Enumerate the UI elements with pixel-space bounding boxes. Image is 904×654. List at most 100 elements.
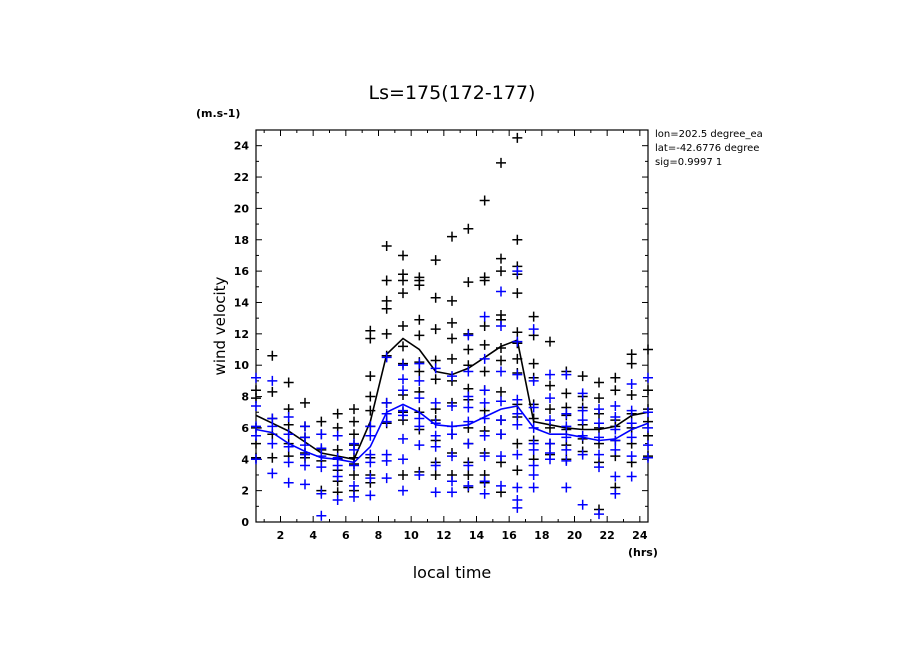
data-point-black: [381, 328, 392, 339]
data-point-blue: [577, 430, 588, 441]
data-point-blue: [528, 324, 539, 335]
x-unit-label: (hrs): [628, 546, 658, 559]
data-point-black: [512, 327, 523, 338]
data-point-blue: [610, 424, 621, 435]
data-point-blue: [643, 372, 653, 383]
y-tick-label: 10: [234, 359, 250, 372]
data-point-blue: [643, 422, 653, 433]
data-point-blue: [463, 391, 474, 402]
data-point-blue: [643, 452, 653, 463]
data-point-black: [349, 469, 359, 480]
data-point-blue: [414, 375, 425, 386]
data-point-black: [545, 380, 555, 391]
data-point-blue: [365, 421, 376, 432]
data-point-blue: [463, 480, 474, 491]
data-point-black: [626, 389, 637, 400]
data-point-blue: [512, 419, 523, 430]
data-point-black: [349, 416, 359, 427]
data-point-black: [479, 366, 490, 377]
data-point-black: [610, 385, 621, 396]
x-tick-label: 8: [375, 529, 383, 542]
data-point-blue: [626, 471, 637, 482]
data-point-black: [381, 303, 392, 314]
data-point-blue: [626, 379, 637, 390]
data-point-blue: [398, 433, 408, 444]
data-point-blue: [332, 430, 343, 441]
data-point-blue: [626, 418, 637, 429]
data-point-black: [528, 311, 539, 322]
data-point-blue: [365, 473, 376, 484]
x-tick-label: 20: [567, 529, 583, 542]
data-point-black: [398, 275, 408, 286]
data-point-blue: [479, 451, 490, 462]
data-point-blue: [414, 469, 425, 480]
data-point-blue: [479, 385, 490, 396]
y-tick-label: 22: [234, 171, 249, 184]
y-tick-label: 8: [241, 391, 249, 404]
data-point-blue: [479, 353, 490, 364]
data-point-black: [643, 344, 653, 355]
x-tick-label: 14: [469, 529, 485, 542]
data-point-blue: [496, 415, 506, 426]
data-point-blue: [496, 451, 506, 462]
data-point-black: [479, 195, 490, 206]
data-point-blue: [594, 449, 604, 460]
y-tick-label: 0: [241, 516, 249, 529]
data-point-blue: [430, 441, 441, 452]
data-point-blue: [512, 408, 523, 419]
data-point-blue: [283, 429, 294, 440]
data-point-blue: [528, 469, 539, 480]
x-tick-label: 12: [436, 529, 451, 542]
data-point-blue: [512, 482, 523, 493]
data-point-black: [430, 324, 441, 335]
data-point-black: [381, 275, 392, 286]
data-point-blue: [447, 400, 457, 411]
data-point-blue: [349, 480, 359, 491]
data-point-black: [610, 372, 621, 383]
data-point-blue: [414, 393, 425, 404]
data-point-blue: [528, 482, 539, 493]
data-point-blue: [643, 440, 653, 451]
info-line-lat: lat=-42.6776 degree: [655, 143, 759, 154]
data-point-blue: [561, 408, 572, 419]
data-point-black: [577, 371, 588, 382]
data-point-blue: [561, 482, 572, 493]
data-point-blue: [479, 311, 490, 322]
data-point-blue: [577, 388, 588, 399]
data-point-blue: [398, 360, 408, 371]
data-point-blue: [381, 455, 392, 466]
data-point-black: [430, 374, 441, 385]
data-point-black: [398, 321, 408, 331]
data-point-blue: [398, 485, 408, 496]
info-line-sig: sig=0.9997 1: [655, 157, 722, 168]
data-point-blue: [283, 457, 294, 468]
data-point-blue: [267, 375, 278, 386]
data-point-black: [365, 333, 376, 344]
data-point-black: [447, 333, 457, 344]
data-point-blue: [545, 438, 555, 449]
data-point-blue: [610, 400, 621, 411]
x-axis-title: local time: [413, 563, 492, 582]
y-tick-label: 12: [234, 328, 249, 341]
data-point-black: [479, 321, 490, 331]
data-point-blue: [365, 430, 376, 441]
data-point-black: [267, 452, 278, 463]
data-point-blue: [610, 411, 621, 422]
data-point-blue: [528, 402, 539, 413]
data-point-blue: [479, 488, 490, 499]
data-point-blue: [626, 405, 637, 416]
data-point-blue: [430, 460, 441, 471]
chart-title: Ls=175(172-177): [369, 82, 536, 104]
data-point-blue: [528, 444, 539, 455]
data-point-black: [447, 317, 457, 328]
data-point-black: [398, 341, 408, 352]
data-point-blue: [545, 393, 555, 404]
data-point-blue: [512, 369, 523, 380]
data-point-blue: [251, 454, 261, 465]
data-point-black: [267, 386, 278, 397]
data-point-blue: [463, 438, 474, 449]
data-point-black: [594, 393, 604, 404]
data-point-blue: [316, 462, 327, 473]
